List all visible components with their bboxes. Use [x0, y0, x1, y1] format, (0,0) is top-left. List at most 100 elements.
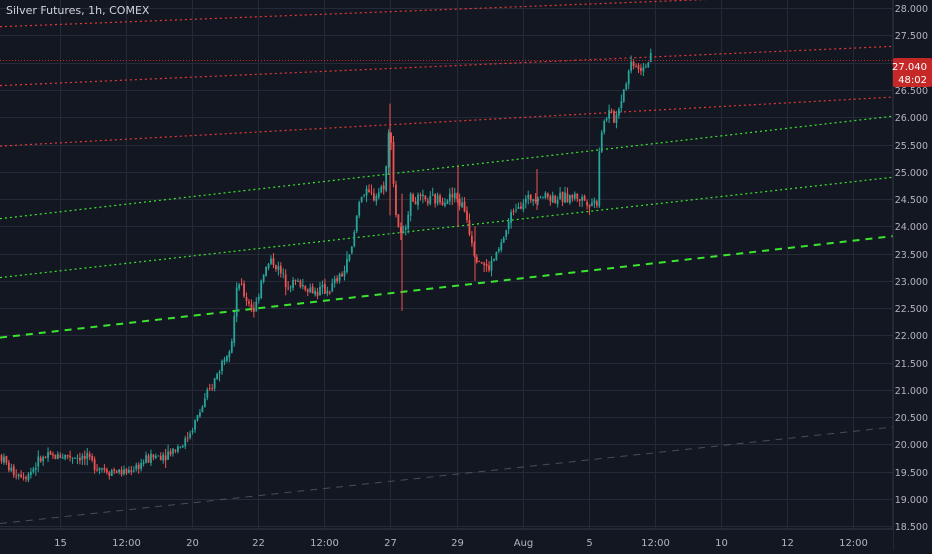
- trendline-layer[interactable]: [0, 0, 932, 525]
- candle-body: [370, 191, 373, 193]
- price-tick-label: 19.500: [895, 468, 928, 479]
- price-axis-panel[interactable]: [893, 0, 932, 550]
- trendline-gray-dashed[interactable]: [0, 426, 894, 525]
- candle-body: [191, 430, 194, 433]
- candle-body: [275, 265, 277, 270]
- candle-body: [282, 273, 285, 275]
- candle-body: [380, 186, 383, 193]
- candle-body: [375, 195, 378, 202]
- candle-body: [522, 203, 525, 210]
- trendline-red-dotted[interactable]: [0, 45, 894, 87]
- candle-body: [218, 371, 221, 374]
- candle-body: [103, 467, 106, 471]
- candle-body: [130, 470, 133, 473]
- candle-body: [5, 456, 8, 463]
- candle-body: [137, 464, 140, 469]
- candle-body: [556, 200, 559, 204]
- candle-body: [390, 132, 392, 143]
- candle-body: [647, 62, 650, 68]
- candle-body: [66, 454, 69, 457]
- candle-body: [434, 194, 437, 204]
- candle-body: [573, 193, 576, 199]
- candle-body: [169, 451, 172, 455]
- candle-body: [324, 283, 326, 294]
- candle-body: [377, 192, 380, 198]
- time-tick-label: 12: [781, 538, 794, 549]
- time-tick-label: 12:00: [310, 538, 339, 549]
- candle-body: [605, 118, 608, 121]
- candle-body: [37, 456, 40, 467]
- candle-body: [265, 267, 267, 277]
- candle-body: [637, 65, 640, 70]
- candle-body: [128, 469, 130, 473]
- trendline-red-dotted[interactable]: [0, 96, 894, 147]
- candle-body: [632, 61, 635, 66]
- candle-body: [59, 455, 62, 458]
- candle-body: [201, 406, 204, 413]
- candle-body: [630, 61, 633, 71]
- time-tick-label: 29: [451, 538, 464, 549]
- candle-body: [272, 258, 275, 266]
- candle-body: [422, 194, 424, 197]
- candle-body: [542, 196, 544, 198]
- candle-body: [12, 466, 15, 476]
- candle-body: [284, 274, 287, 288]
- time-tick-label: 5: [586, 538, 592, 549]
- candle-body: [213, 378, 216, 389]
- candle-body: [162, 454, 165, 461]
- candle-body: [93, 459, 96, 471]
- price-tick-label: 25.500: [895, 141, 928, 152]
- candle-body: [74, 458, 76, 459]
- candle-body: [216, 373, 218, 380]
- candle-body: [644, 66, 647, 68]
- candle-body: [17, 474, 20, 477]
- candle-body: [365, 188, 368, 196]
- candle-body: [157, 455, 160, 457]
- candle-body: [346, 259, 348, 273]
- candle-body: [551, 195, 554, 203]
- candle-body: [135, 464, 138, 470]
- candle-body: [235, 287, 238, 317]
- price-tick-label: 24.500: [895, 195, 928, 206]
- candle-body: [260, 280, 263, 298]
- candle-body: [571, 194, 574, 199]
- candle-body: [343, 270, 346, 277]
- price-tick-label: 21.000: [895, 386, 928, 397]
- candle-body: [529, 194, 532, 201]
- grid-layer: [0, 0, 893, 529]
- candle-body: [167, 451, 169, 460]
- candle-body: [98, 467, 101, 471]
- trendline-green-dotted[interactable]: [0, 176, 894, 279]
- candle-body: [49, 451, 52, 455]
- candle-body: [341, 273, 343, 277]
- candle-body: [559, 192, 561, 200]
- candle-body: [299, 280, 302, 287]
- candle-body: [211, 387, 214, 389]
- candle-body: [348, 254, 351, 261]
- candle-body: [179, 446, 182, 448]
- trendline-red-dotted[interactable]: [0, 0, 920, 28]
- candle-body: [382, 185, 385, 190]
- candle-body: [25, 477, 27, 479]
- candle-body: [177, 446, 179, 452]
- bar-countdown-label: 48:02: [898, 75, 927, 86]
- candle-body: [564, 192, 566, 203]
- trendline-green-dashed[interactable]: [0, 235, 894, 339]
- candle-body: [270, 258, 272, 264]
- time-axis-panel[interactable]: [0, 529, 893, 550]
- candle-body: [189, 433, 192, 438]
- candle-body: [517, 207, 520, 209]
- candle-body: [27, 474, 30, 481]
- symbol-title[interactable]: Silver Futures, 1h, COMEX: [6, 4, 150, 17]
- candle-body: [142, 462, 145, 464]
- candle-body: [56, 453, 59, 459]
- candle-body: [20, 474, 22, 478]
- candle-body: [591, 202, 593, 207]
- candle-body: [480, 262, 483, 264]
- candle-body: [314, 290, 316, 295]
- candle-body: [414, 201, 417, 205]
- candle-body: [453, 192, 456, 199]
- candle-body: [554, 195, 557, 203]
